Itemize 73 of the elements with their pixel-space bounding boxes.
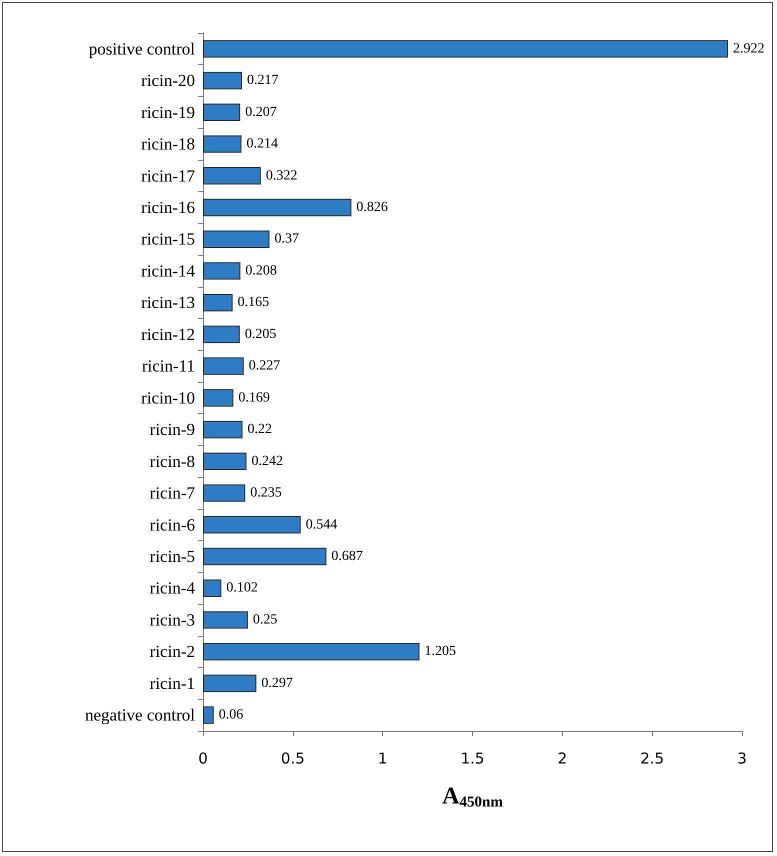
data-label: 0.214: [246, 136, 278, 152]
y-tick-label: negative control: [85, 706, 196, 725]
y-tick-label: positive control: [88, 39, 196, 58]
bar: [203, 326, 240, 344]
y-tick-label: ricin-4: [150, 578, 196, 598]
bar: [203, 135, 242, 153]
y-tick-label: ricin-11: [142, 356, 195, 376]
bar: [203, 230, 270, 248]
y-tick-label: ricin-12: [141, 324, 195, 344]
bar: [203, 104, 240, 122]
bar: [203, 420, 243, 438]
y-tick-label: ricin-13: [141, 293, 195, 312]
bar: [203, 357, 244, 375]
data-label: 0.22: [248, 422, 272, 438]
y-tick-label: ricin-8: [150, 452, 195, 471]
data-label: 0.205: [244, 326, 276, 342]
y-tick-label: ricin-1: [150, 674, 195, 693]
data-label: 0.242: [251, 454, 283, 469]
bar: [203, 484, 246, 502]
data-label: 0.322: [266, 168, 298, 184]
y-tick-label: ricin-3: [150, 610, 195, 630]
data-label: 0.227: [248, 358, 280, 374]
x-tick-label: 1: [378, 750, 388, 768]
y-tick-label: ricin-20: [141, 71, 195, 90]
data-label: 0.102: [226, 580, 258, 596]
bar: [203, 167, 261, 184]
y-tick-label: ricin-16: [141, 198, 195, 217]
data-label: 0.235: [250, 486, 282, 501]
bar: [203, 452, 246, 470]
y-tick-label: ricin-15: [141, 230, 195, 249]
bar: [203, 580, 222, 597]
bar: [203, 642, 420, 660]
bar: [203, 262, 240, 280]
x-tick-label: 2.5: [640, 750, 664, 768]
y-tick-label: ricin-5: [150, 547, 195, 566]
y-tick-label: ricin-18: [141, 134, 195, 154]
data-label: 0.297: [261, 676, 293, 691]
data-label: 0.25: [252, 612, 278, 628]
x-tick-label: 2: [558, 750, 568, 768]
y-tick-label: ricin-19: [141, 102, 195, 122]
bar: [203, 611, 248, 629]
data-label: 0.06: [218, 708, 244, 723]
bar: [203, 548, 326, 566]
bar: [203, 198, 352, 216]
data-label: 0.169: [238, 390, 270, 406]
bar: [203, 294, 233, 312]
y-tick-label: ricin-6: [150, 515, 195, 534]
y-tick-label: ricin-2: [150, 642, 195, 662]
data-label: 0.165: [238, 295, 270, 310]
y-tick-label: ricin-17: [141, 166, 196, 186]
bar: [203, 40, 728, 58]
bar: [203, 674, 256, 692]
data-label: 0.207: [245, 104, 277, 120]
data-label: 0.826: [356, 200, 388, 215]
data-label: 0.217: [246, 73, 278, 88]
x-tick-label: 1.5: [460, 750, 484, 768]
y-tick-label: ricin-7: [150, 484, 196, 503]
x-tick-label: 3: [737, 750, 747, 768]
y-tick-label: ricin-9: [150, 420, 195, 440]
bar: [203, 72, 242, 90]
data-label: 0.208: [245, 263, 277, 278]
y-tick-label: ricin-14: [141, 261, 196, 280]
bar: [203, 706, 214, 724]
bar: [203, 389, 234, 407]
data-label: 0.687: [331, 549, 363, 564]
bar: [203, 516, 301, 534]
x-tick-label: 0.5: [280, 750, 305, 768]
data-label: 2.922: [732, 41, 764, 56]
data-label: 0.37: [274, 232, 299, 247]
data-label: 0.544: [306, 517, 338, 532]
y-tick-label: ricin-10: [141, 388, 195, 408]
data-label: 1.205: [424, 644, 456, 660]
x-tick-label: 0: [198, 750, 208, 768]
